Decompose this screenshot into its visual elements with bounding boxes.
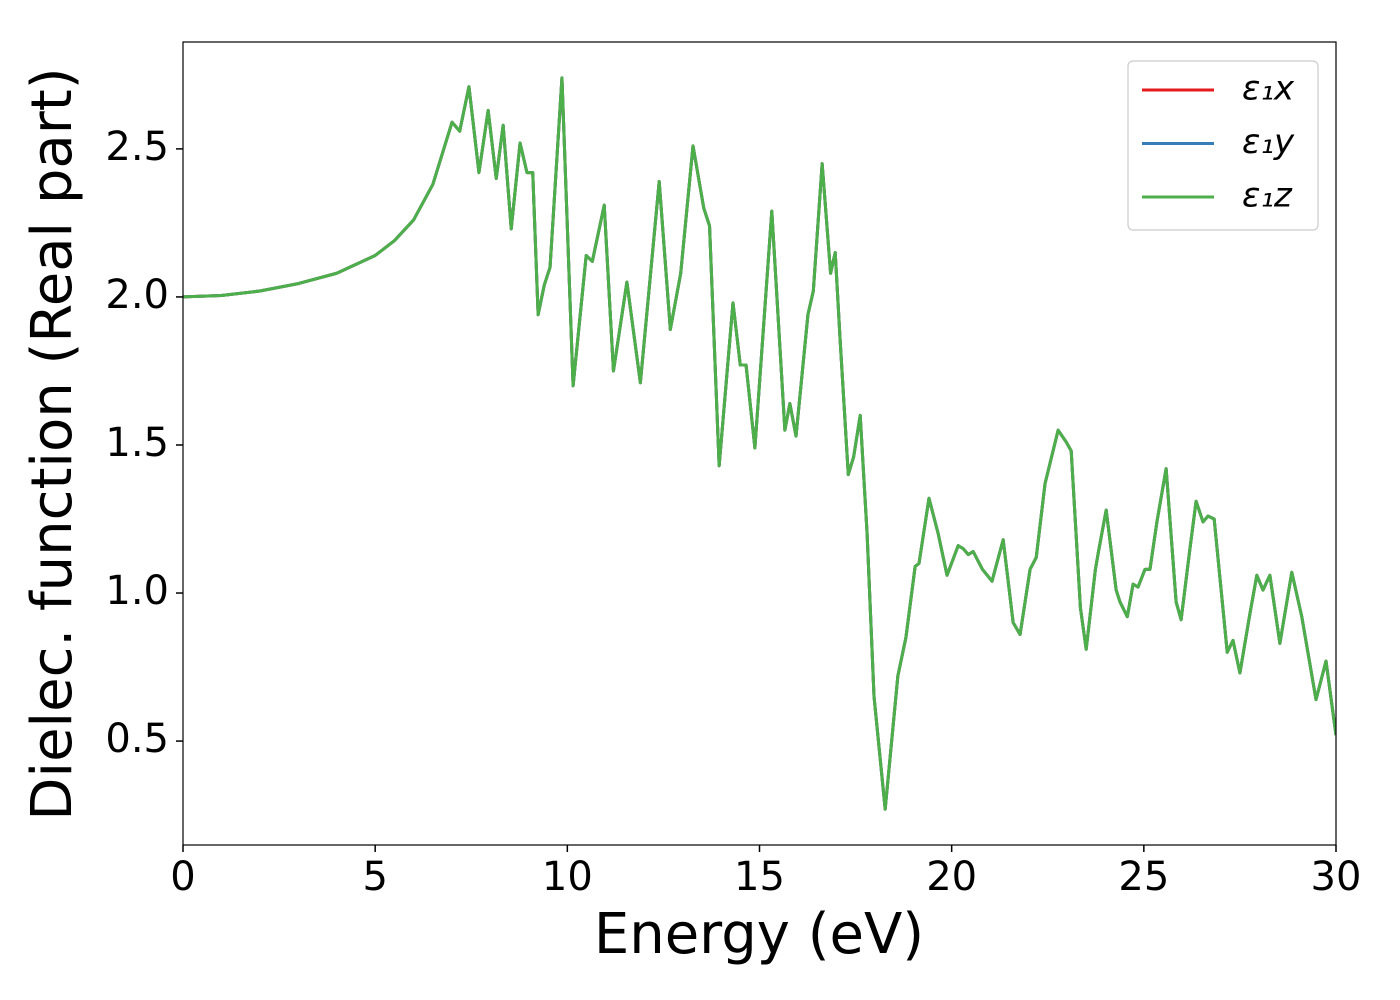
legend-label: ε₁x xyxy=(1242,69,1295,109)
x-axis-label: Energy (eV) xyxy=(594,902,924,967)
x-tick-label: 0 xyxy=(170,854,195,900)
y-tick-label: 2.0 xyxy=(105,272,169,318)
x-tick-label: 20 xyxy=(926,854,977,900)
y-tick-label: 1.5 xyxy=(105,420,169,466)
legend-label: ε₁z xyxy=(1242,176,1293,216)
x-tick-label: 30 xyxy=(1311,854,1362,900)
series-line xyxy=(183,76,1336,811)
y-tick-label: 1.0 xyxy=(105,568,169,614)
y-tick-label: 0.5 xyxy=(105,716,169,762)
x-tick-label: 5 xyxy=(362,854,387,900)
legend-box xyxy=(1127,60,1319,231)
x-tick-label: 15 xyxy=(734,854,785,900)
plot-frame xyxy=(182,41,1337,846)
x-tick-label: 25 xyxy=(1118,854,1169,900)
y-axis-label: Dielec. function (Real part) xyxy=(20,67,85,820)
legend-label: ε₁y xyxy=(1242,122,1295,162)
x-tick-label: 10 xyxy=(542,854,593,900)
y-tick-label: 2.5 xyxy=(105,124,169,170)
